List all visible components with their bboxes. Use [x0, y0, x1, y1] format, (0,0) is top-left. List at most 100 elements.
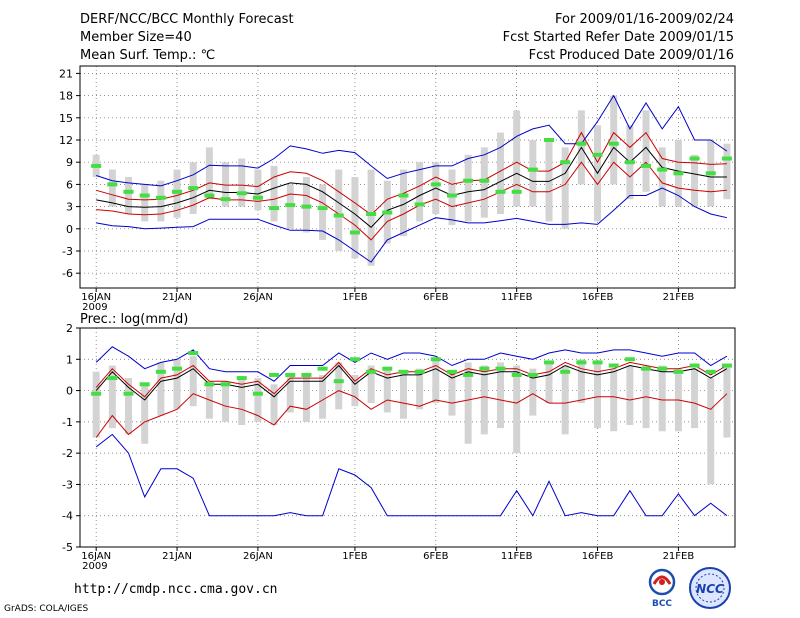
- prec-observed-marker: [624, 357, 635, 362]
- prec-ytick-label: -5: [62, 541, 73, 554]
- prec-ensemble-range-box: [351, 374, 359, 407]
- temp-observed-marker: [252, 195, 263, 200]
- temp-ensemble-range-box: [335, 169, 343, 251]
- prec-observed-marker: [527, 372, 538, 377]
- temp-observed-marker: [188, 186, 199, 191]
- variable-label-prec: Prec.: log(mm/d): [80, 312, 188, 327]
- prec-ensemble-range-box: [383, 368, 391, 413]
- temp-ytick-label: 18: [59, 90, 73, 103]
- temp-ensemble-range-box: [658, 147, 666, 207]
- prec-series-std-low: [95, 390, 728, 438]
- prec-observed-marker: [592, 360, 603, 365]
- prec-observed-marker: [689, 363, 700, 368]
- prec-ensemble-range-box: [545, 362, 553, 404]
- temp-ensemble-range-box: [513, 110, 521, 207]
- prec-observed-marker: [479, 366, 490, 371]
- prec-ensemble-range-box: [513, 365, 521, 454]
- temp-ensemble-range-box: [108, 169, 116, 207]
- prec-ytick-label: 2: [66, 322, 73, 335]
- temp-observed-marker: [689, 156, 700, 161]
- source-url[interactable]: http://cmdp.ncc.cma.gov.cn: [74, 582, 278, 597]
- temp-observed-marker: [576, 141, 587, 146]
- temp-observed-marker: [107, 182, 118, 187]
- temp-observed-marker: [139, 193, 150, 198]
- prec-ensemble-range-box: [610, 368, 618, 432]
- ncc-logo-text: NCC: [696, 582, 724, 596]
- prec-observed-marker: [317, 366, 328, 371]
- temp-xtick-label: 1FEB: [342, 292, 367, 303]
- bcc-logo-text: BCC: [652, 599, 672, 608]
- temp-observed-marker: [721, 156, 732, 161]
- temp-ytick-label: 9: [66, 156, 73, 169]
- temp-xtick-label: 16FEB: [582, 292, 614, 303]
- fcst-produced-date: Fcst Produced Date 2009/01/16: [528, 48, 734, 63]
- temp-xtick-label: 21FEB: [663, 292, 695, 303]
- prec-ensemble-range-box: [399, 371, 407, 419]
- prec-ensemble-range-box: [594, 362, 602, 429]
- temp-ytick-label: -6: [62, 267, 73, 280]
- temp-observed-marker: [463, 178, 474, 183]
- prec-xtick-label: 21JAN: [162, 551, 192, 562]
- prec-ensemble-range-box: [157, 362, 165, 416]
- prec-observed-marker: [430, 357, 441, 362]
- prec-observed-marker: [123, 391, 134, 396]
- prec-xtick-label: 16FEB: [582, 551, 614, 562]
- temp-ensemble-range-box: [205, 147, 213, 200]
- prec-ensemble-range-box: [254, 378, 262, 422]
- temp-observed-marker: [123, 189, 134, 194]
- temp-ytick-label: 21: [59, 67, 73, 80]
- temp-observed-marker: [317, 206, 328, 211]
- prec-ensemble-range-box: [367, 365, 375, 404]
- prec-ensemble-range-box: [496, 362, 504, 429]
- prec-observed-marker: [107, 376, 118, 381]
- temp-observed-marker: [544, 138, 555, 142]
- prec-observed-marker: [204, 382, 215, 387]
- prec-ensemble-range-box: [626, 365, 634, 425]
- prec-ensemble-range-box: [658, 365, 666, 432]
- temp-ytick-label: 0: [66, 223, 73, 236]
- prec-xtick-label: 1FEB: [342, 551, 367, 562]
- prec-observed-marker: [657, 366, 668, 371]
- temp-ytick-label: 3: [66, 201, 73, 214]
- temp-ensemble-range-box: [496, 132, 504, 214]
- temp-ytick-label: 12: [59, 134, 73, 147]
- prec-observed-marker: [721, 363, 732, 368]
- prec-ytick-label: 0: [66, 385, 73, 398]
- temp-observed-marker: [479, 178, 490, 183]
- prec-ensemble-range-box: [335, 362, 343, 410]
- prec-observed-marker: [495, 366, 506, 371]
- prec-observed-marker: [139, 382, 150, 387]
- temp-observed-marker: [608, 141, 619, 146]
- temp-ytick-label: 6: [66, 178, 73, 191]
- temp-plot-frame: [79, 65, 736, 289]
- chart-title: DERF/NCC/BCC Monthly Forecast: [80, 12, 294, 27]
- prec-ensemble-range-box: [173, 359, 181, 410]
- prec-ensemble-range-box: [691, 368, 699, 429]
- prec-xtick-year: 2009: [82, 561, 107, 572]
- prec-observed-marker: [576, 360, 587, 365]
- temp-observed-marker: [446, 193, 457, 198]
- temp-ensemble-range-box: [529, 140, 537, 207]
- variable-label-temp: Mean Surf. Temp.: ℃: [80, 48, 216, 63]
- temp-ensemble-range-box: [642, 110, 650, 192]
- temp-ensemble-range-box: [319, 184, 327, 240]
- prec-ensemble-range-box: [529, 368, 537, 416]
- prec-observed-marker: [285, 372, 296, 377]
- temp-observed-marker: [366, 212, 377, 216]
- temp-xtick-year: 2009: [82, 302, 107, 313]
- temp-ensemble-range-box: [238, 158, 246, 207]
- temp-series-min: [96, 94, 728, 187]
- prec-observed-marker: [349, 357, 360, 362]
- temp-observed-marker: [641, 163, 652, 168]
- temp-observed-marker: [414, 202, 425, 207]
- prec-ensemble-range-box: [416, 368, 424, 410]
- prec-ensemble-range-box: [432, 359, 440, 404]
- prec-ytick-label: 1: [66, 353, 73, 366]
- temp-observed-marker: [333, 213, 344, 218]
- prec-ensemble-range-box: [480, 365, 488, 435]
- temp-ensemble-range-box: [691, 154, 699, 207]
- prec-series-max: [95, 346, 728, 382]
- prec-xtick-label: 6FEB: [423, 551, 448, 562]
- temp-ensemble-range-box: [464, 154, 472, 222]
- prec-ensemble-range-box: [270, 384, 278, 425]
